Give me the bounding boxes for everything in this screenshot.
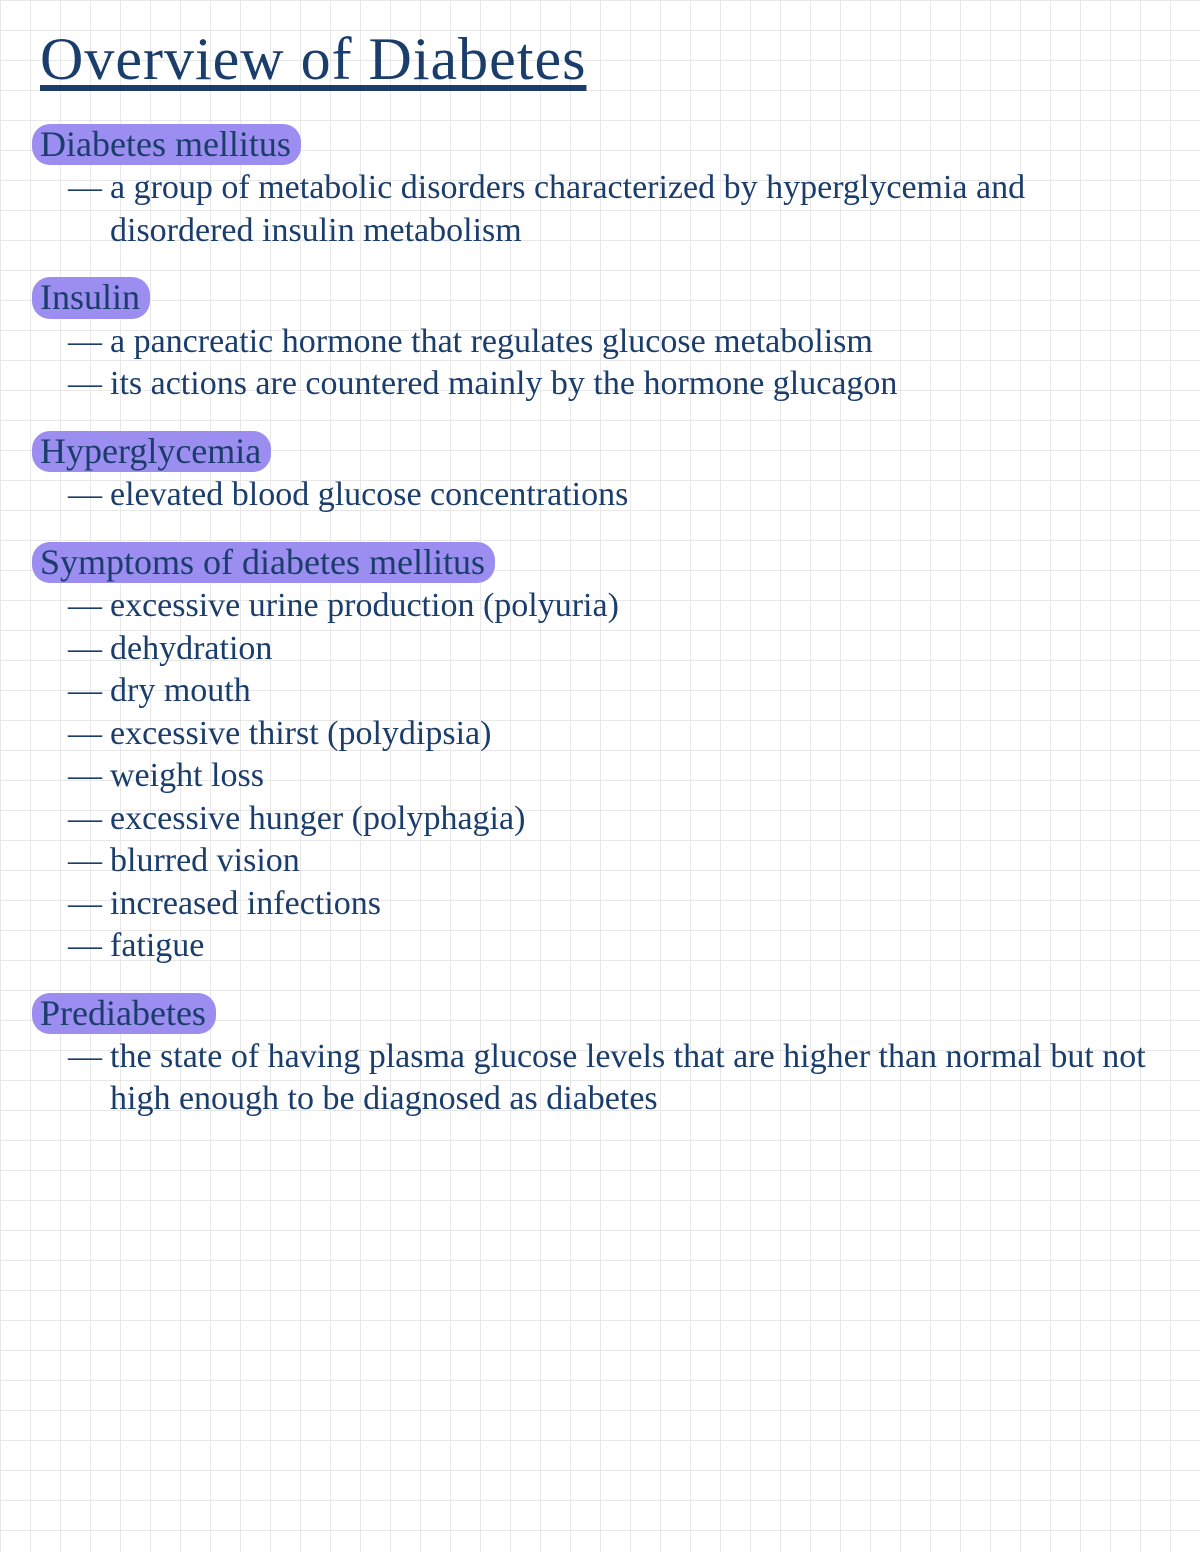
bullet-item: excessive hunger (polyphagia) bbox=[110, 798, 1160, 841]
section: Diabetes mellitusa group of metabolic di… bbox=[40, 124, 1160, 252]
section-heading: Prediabetes bbox=[32, 993, 216, 1034]
bullet-item: a pancreatic hormone that regulates gluc… bbox=[110, 321, 1160, 364]
bullet-item: the state of having plasma glucose level… bbox=[110, 1036, 1160, 1121]
notes-body: Diabetes mellitusa group of metabolic di… bbox=[40, 124, 1160, 1121]
bullet-item: elevated blood glucose concentrations bbox=[110, 474, 1160, 517]
bullet-list: the state of having plasma glucose level… bbox=[40, 1036, 1160, 1121]
section: Prediabetesthe state of having plasma gl… bbox=[40, 993, 1160, 1121]
bullet-item: weight loss bbox=[110, 755, 1160, 798]
bullet-item: its actions are countered mainly by the … bbox=[110, 363, 1160, 406]
bullet-item: dry mouth bbox=[110, 670, 1160, 713]
section: Symptoms of diabetes mellitusexcessive u… bbox=[40, 542, 1160, 968]
bullet-item: excessive urine production (polyuria) bbox=[110, 585, 1160, 628]
bullet-list: a group of metabolic disorders character… bbox=[40, 167, 1160, 252]
section-heading: Insulin bbox=[32, 277, 150, 318]
bullet-item: blurred vision bbox=[110, 840, 1160, 883]
bullet-list: excessive urine production (polyuria)deh… bbox=[40, 585, 1160, 968]
section-heading: Hyperglycemia bbox=[32, 431, 271, 472]
bullet-item: a group of metabolic disorders character… bbox=[110, 167, 1160, 252]
section-heading: Symptoms of diabetes mellitus bbox=[32, 542, 495, 583]
section: Hyperglycemiaelevated blood glucose conc… bbox=[40, 431, 1160, 517]
section-heading: Diabetes mellitus bbox=[32, 124, 301, 165]
bullet-item: fatigue bbox=[110, 925, 1160, 968]
bullet-list: elevated blood glucose concentrations bbox=[40, 474, 1160, 517]
bullet-item: excessive thirst (polydipsia) bbox=[110, 713, 1160, 756]
page-title: Overview of Diabetes bbox=[40, 25, 1160, 94]
bullet-item: dehydration bbox=[110, 628, 1160, 671]
section: Insulina pancreatic hormone that regulat… bbox=[40, 277, 1160, 405]
bullet-item: increased infections bbox=[110, 883, 1160, 926]
bullet-list: a pancreatic hormone that regulates gluc… bbox=[40, 321, 1160, 406]
